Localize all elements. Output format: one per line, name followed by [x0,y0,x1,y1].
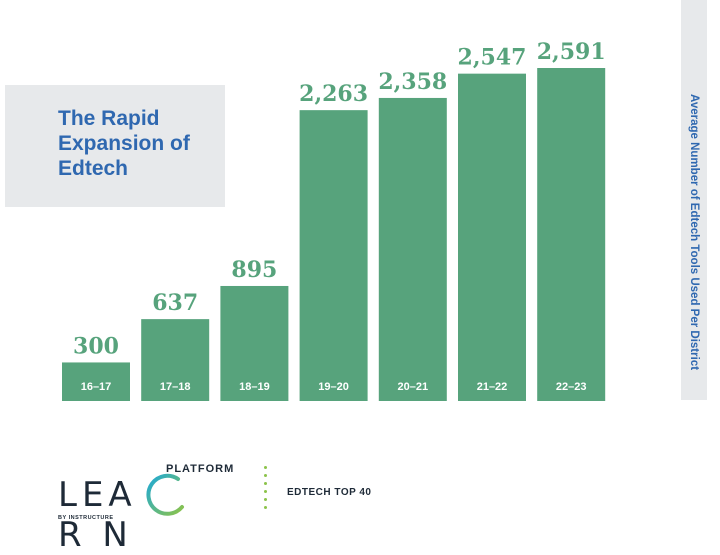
logo-platform-text: PLATFORM [166,463,235,475]
category-label-17–18: 17–18 [160,381,191,393]
category-label-20–21: 20–21 [398,381,429,393]
bar-21–22 [458,73,526,401]
y-axis-label-panel [681,0,707,400]
divider-dots [264,466,267,514]
category-label-21–22: 21–22 [477,381,508,393]
value-label-19–20: 2,263 [299,81,368,107]
bar-20–21 [378,97,447,401]
value-label-20–21: 2,358 [378,69,447,95]
bar-19–20 [299,110,368,401]
logo-ring-icon [146,473,184,516]
value-label-16–17: 300 [73,333,119,359]
y-axis-label: Average Number of Edtech Tools Used Per … [688,93,700,371]
footer-tag: EDTECH TOP 40 [287,487,372,498]
category-label-16–17: 16–17 [81,381,112,393]
category-label-22–23: 22–23 [556,381,587,393]
value-label-22–23: 2,591 [537,39,606,65]
title-panel [5,85,225,207]
value-label-21–22: 2,547 [458,45,527,71]
category-label-19–20: 19–20 [318,381,349,393]
logo-byline: BY INSTRUCTURE [58,515,114,521]
bar-22–23 [537,68,606,401]
category-label-18–19: 18–19 [239,381,270,393]
bar-17–18 [141,319,210,401]
bar-18–19 [220,285,289,401]
value-label-18–19: 895 [231,257,277,283]
value-label-17–18: 637 [152,290,198,316]
bar-16–17 [62,362,130,401]
chart-title: The Rapid Expansion of Edtech [58,107,190,180]
